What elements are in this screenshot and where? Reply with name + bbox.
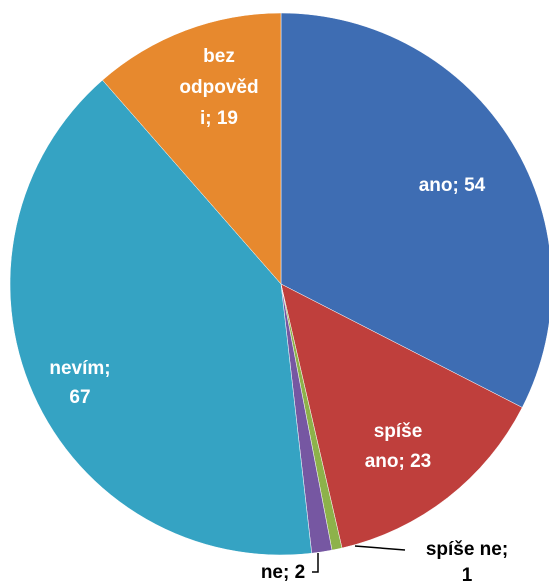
leader-line	[354, 545, 406, 551]
data-label: 1	[462, 565, 473, 583]
pie-slice	[280, 12, 549, 408]
data-label: nevím;	[49, 358, 110, 379]
pie-slice	[280, 283, 523, 549]
data-label: spíše	[374, 421, 423, 442]
data-label: spíše ne;	[426, 539, 508, 560]
data-label: odpověd	[179, 77, 258, 98]
pie-slice	[9, 79, 312, 556]
data-label: ne; 2	[261, 562, 305, 583]
data-label: ano; 23	[365, 451, 432, 472]
pie-slice	[102, 12, 282, 285]
data-label: ano; 54	[419, 175, 486, 196]
leader-line	[312, 553, 319, 573]
data-label: 67	[69, 387, 90, 408]
data-label: bez	[203, 46, 235, 67]
data-label: i; 19	[200, 108, 238, 129]
